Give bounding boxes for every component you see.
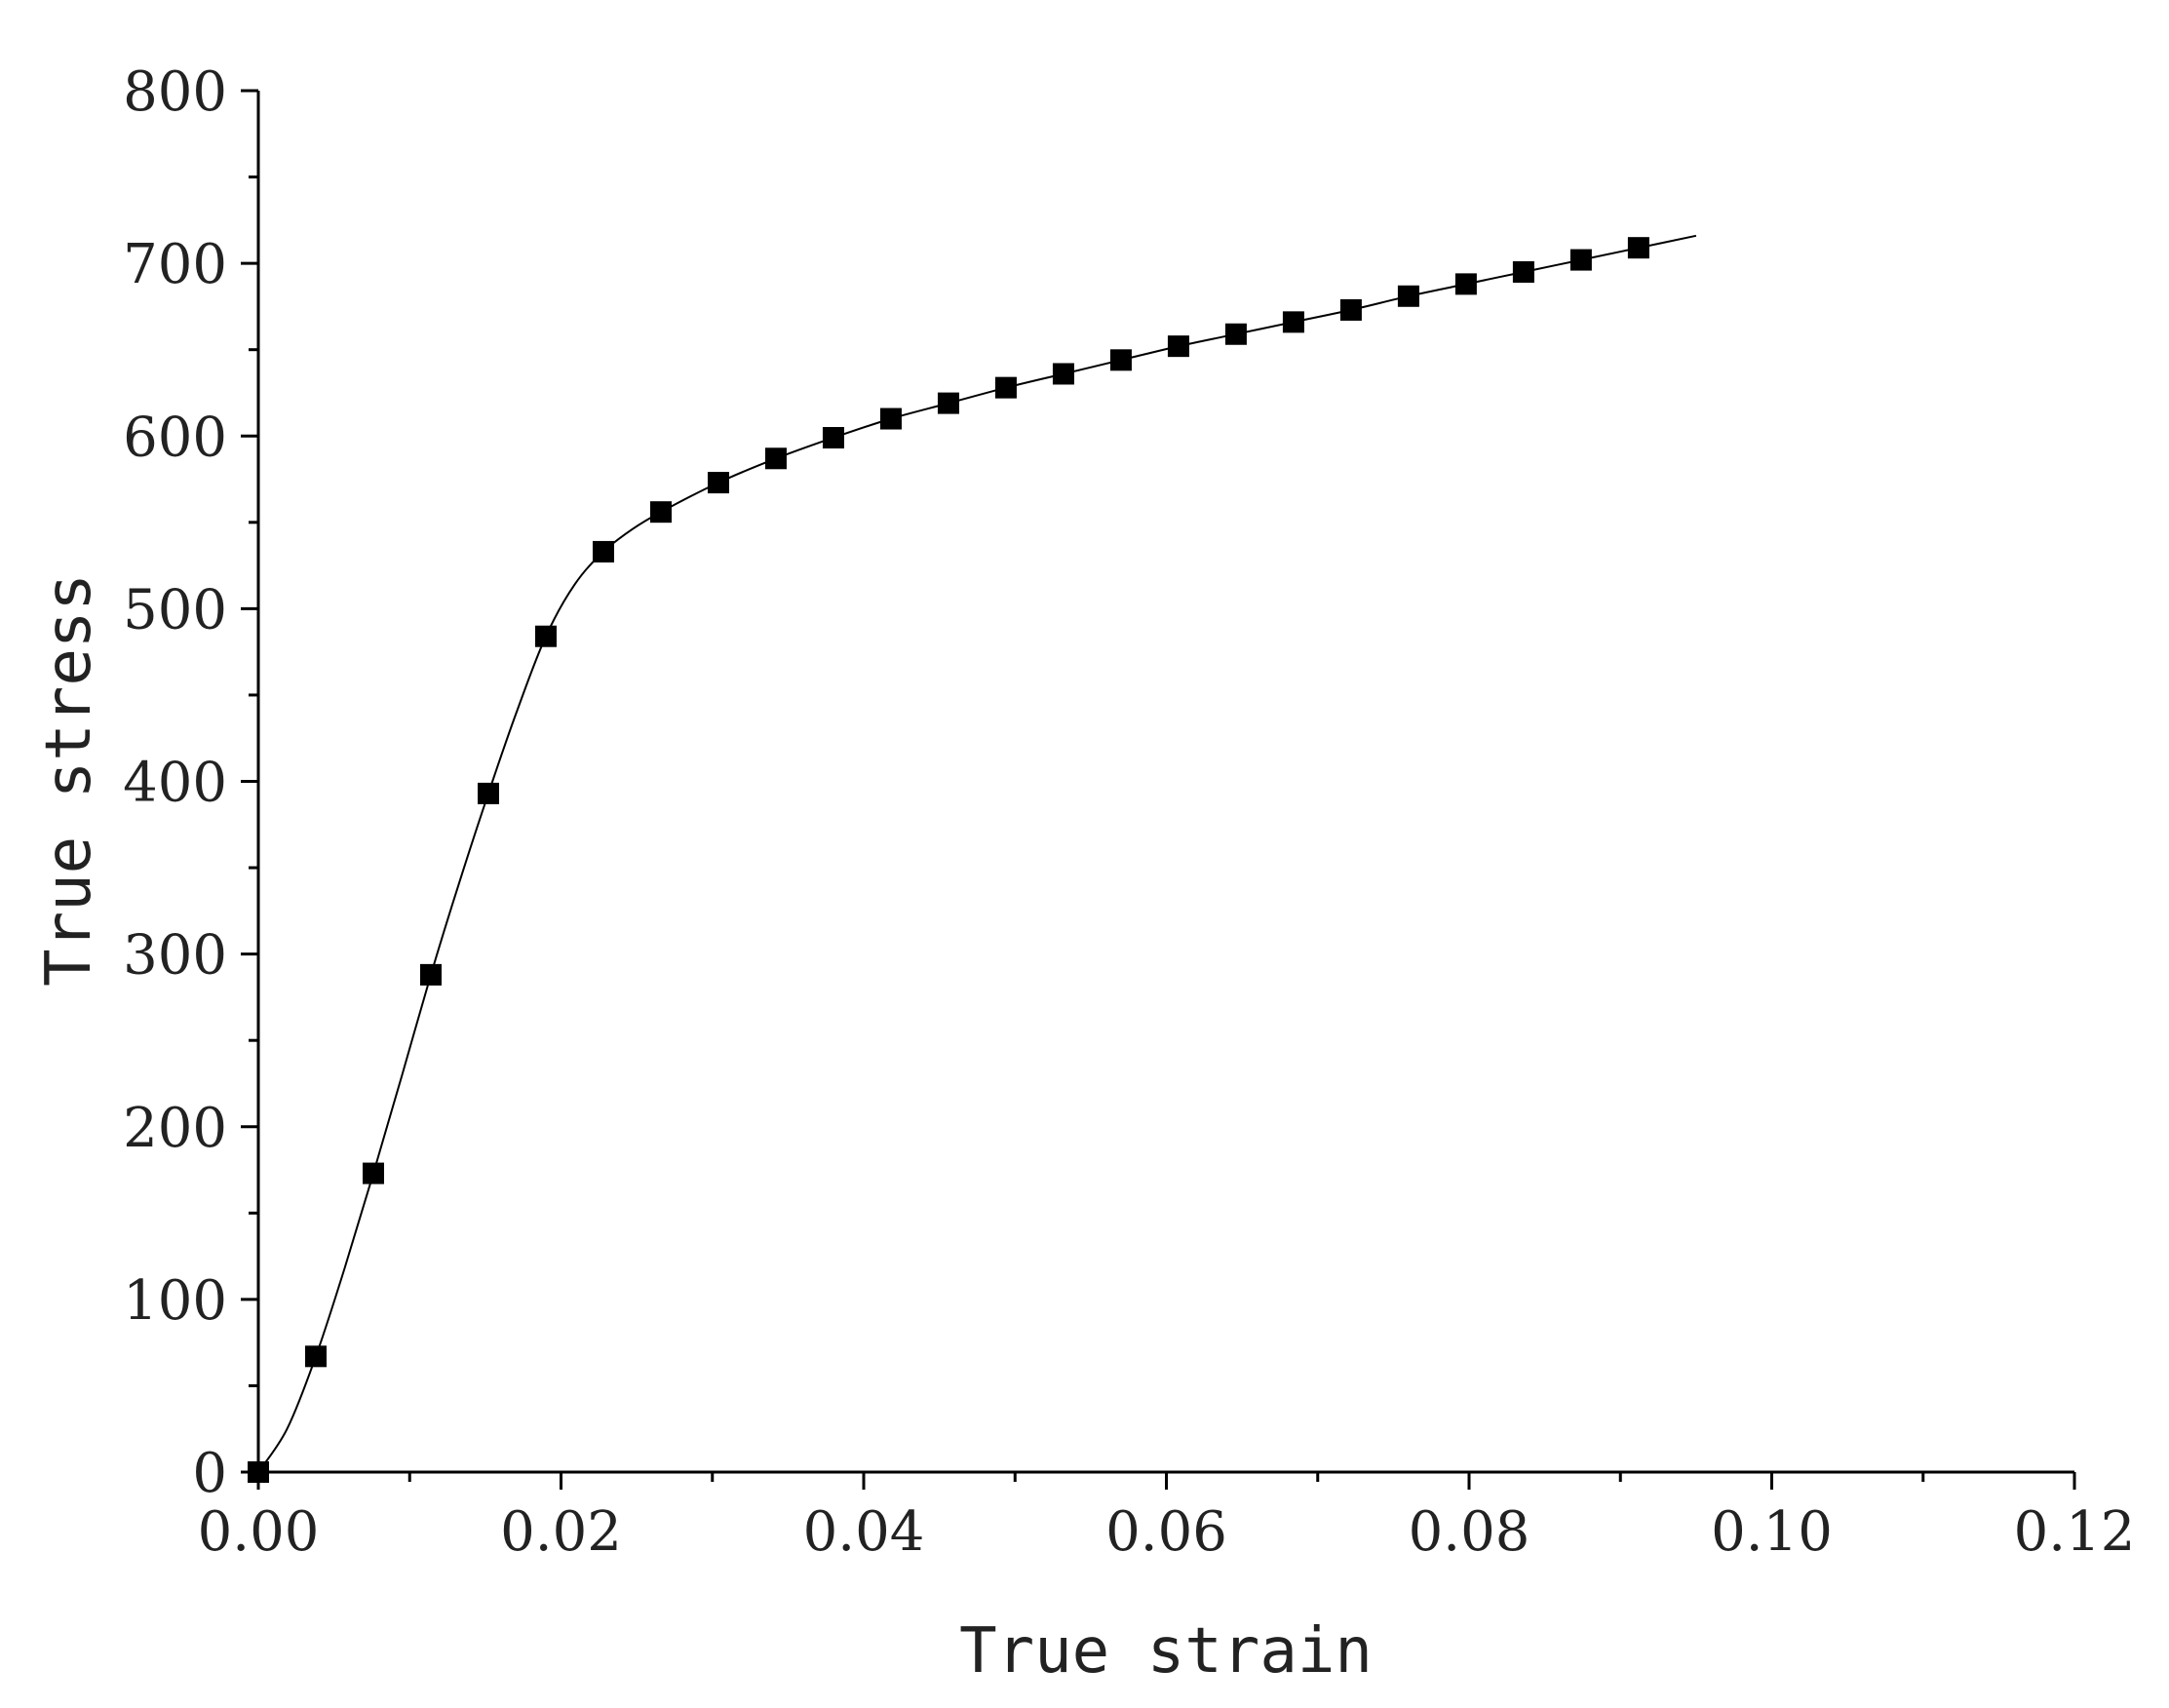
- axes: [256, 91, 2074, 1474]
- data-point: [1569, 249, 1592, 271]
- data-point: [248, 1461, 269, 1483]
- x-axis-title: True strain: [959, 1615, 1373, 1688]
- x-ticks: [256, 1472, 2076, 1490]
- x-tick-label: 0.08: [1409, 1500, 1530, 1564]
- x-tick-label: 0.00: [198, 1500, 320, 1564]
- data-markers: [248, 237, 1649, 1483]
- y-tick-label: 0: [192, 1442, 227, 1505]
- data-point: [822, 427, 844, 449]
- x-tick-labels: 0.00 0.02 0.04 0.06 0.08 0.10 0.12: [198, 1500, 2136, 1564]
- data-point: [534, 625, 557, 647]
- data-point: [879, 408, 902, 430]
- data-point: [649, 501, 672, 524]
- x-tick-label: 0.10: [1711, 1500, 1833, 1564]
- y-tick-label: 400: [123, 752, 227, 815]
- data-point: [1224, 323, 1247, 345]
- y-ticks: [241, 89, 258, 1474]
- y-tick-label: 200: [123, 1097, 227, 1160]
- data-point: [1339, 298, 1362, 321]
- data-point: [1397, 285, 1419, 307]
- y-tick-label: 700: [123, 233, 227, 296]
- x-tick-label: 0.02: [500, 1500, 622, 1564]
- data-point: [707, 472, 729, 494]
- data-point: [592, 540, 614, 563]
- x-tick-label: 0.04: [803, 1500, 925, 1564]
- data-point: [419, 963, 442, 986]
- y-tick-label: 600: [123, 406, 227, 469]
- data-point: [1627, 237, 1649, 259]
- fit-curve: [257, 234, 1697, 1473]
- x-tick-label: 0.12: [2014, 1500, 2136, 1564]
- y-tick-label: 100: [123, 1269, 227, 1333]
- data-point: [1052, 363, 1074, 385]
- data-point: [1109, 349, 1132, 371]
- data-point: [994, 376, 1017, 399]
- data-point: [1454, 273, 1477, 295]
- y-axis-title: True stress: [33, 573, 105, 987]
- y-tick-label: 500: [123, 578, 227, 641]
- x-tick-label: 0.06: [1105, 1500, 1227, 1564]
- data-point: [764, 447, 787, 470]
- y-tick-labels: 0 100 200 300 400 500 600 700 800: [123, 60, 227, 1505]
- data-point: [362, 1162, 384, 1184]
- y-tick-label: 300: [123, 924, 227, 988]
- data-point: [1512, 260, 1534, 283]
- y-tick-label: 800: [123, 60, 227, 124]
- data-point: [304, 1345, 327, 1368]
- data-point: [1282, 311, 1304, 333]
- data-point: [477, 782, 499, 804]
- data-point: [937, 392, 959, 414]
- data-point: [1167, 335, 1189, 358]
